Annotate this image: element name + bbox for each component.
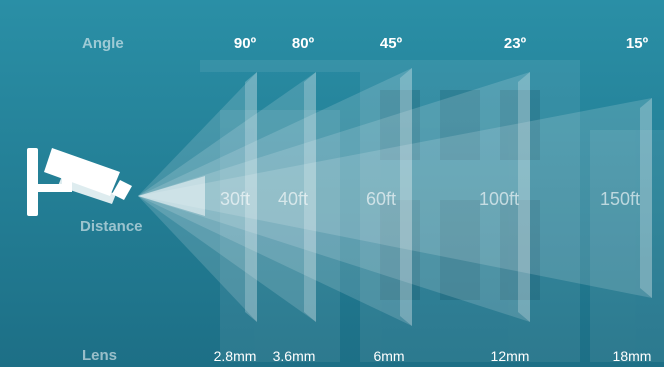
angle-row-label: Angle xyxy=(82,35,124,52)
angle-label: 90º xyxy=(233,35,257,52)
view-cone-beam xyxy=(138,72,316,322)
view-cone-beam xyxy=(138,98,652,298)
view-cone-panel xyxy=(400,68,412,326)
view-cone xyxy=(138,72,316,322)
cctv-camera-icon xyxy=(27,148,132,216)
view-cone xyxy=(138,72,530,322)
lens-label: 12mm xyxy=(490,348,530,364)
distance-label: 100ft xyxy=(478,189,520,209)
distance-label: 60ft xyxy=(365,189,397,209)
beam-core xyxy=(138,176,205,216)
angle-label: 45º xyxy=(379,35,403,52)
lens-label: 18mm xyxy=(612,348,652,364)
building-windows xyxy=(380,90,540,300)
view-cone xyxy=(138,68,412,326)
view-cone-beam xyxy=(138,72,530,322)
distance-row-label: Distance xyxy=(80,218,143,235)
view-cone-panel xyxy=(304,72,316,322)
view-cone xyxy=(138,98,652,298)
view-cone-panel xyxy=(518,72,530,322)
angle-label: 15º xyxy=(625,35,649,52)
distance-label: 30ft xyxy=(219,189,251,209)
view-cones xyxy=(138,68,652,326)
view-cone-beam xyxy=(138,68,412,326)
lens-label: 2.8mm xyxy=(213,348,257,364)
building-silhouette xyxy=(200,60,664,362)
lens-label: 6mm xyxy=(373,348,405,364)
distance-label: 150ft xyxy=(599,189,641,209)
distance-label: 40ft xyxy=(277,189,309,209)
angle-label: 23º xyxy=(503,35,527,52)
lens-row-label: Lens xyxy=(82,347,118,364)
angle-label: 80º xyxy=(291,35,315,52)
view-cone-panel xyxy=(640,98,652,298)
view-cone-panel xyxy=(245,72,257,322)
lens-label: 3.6mm xyxy=(272,348,316,364)
